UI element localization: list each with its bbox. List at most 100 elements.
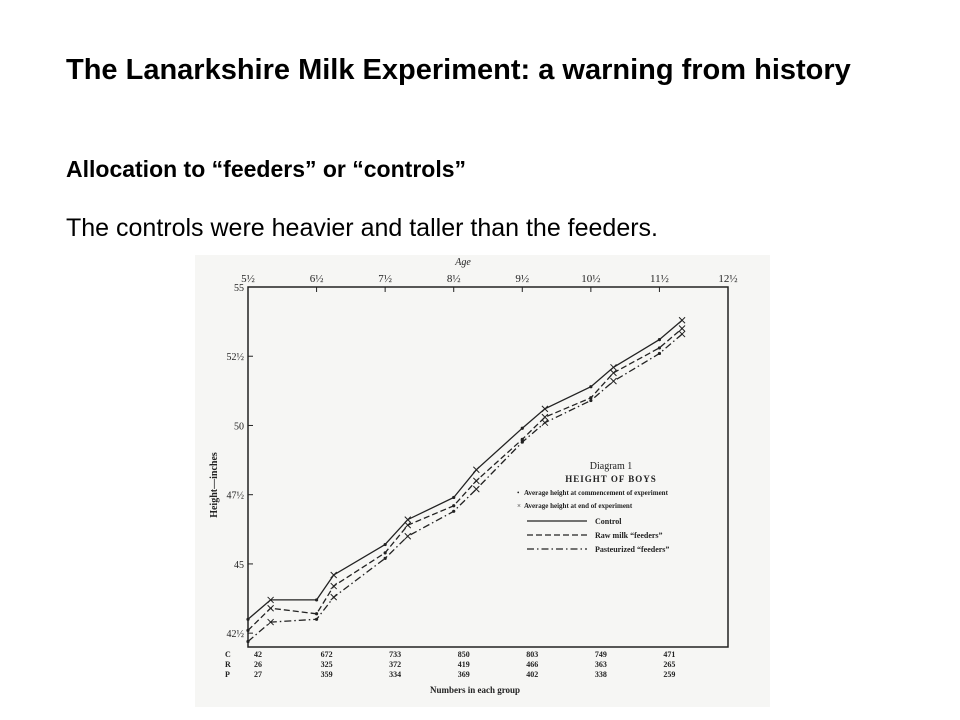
series-1-start-point-10 — [589, 396, 593, 400]
count-3-0: 850 — [458, 650, 470, 659]
series-1-end-point-7 — [472, 477, 480, 485]
y-axis-label: Height—inches — [209, 452, 220, 518]
marker-note-symbol-0: • — [517, 489, 520, 497]
series-0-end-point-13 — [678, 316, 686, 324]
series-1-start-point-8 — [520, 437, 524, 441]
age-tick-label-1: 6½ — [310, 273, 324, 285]
series-2-end-point-9 — [541, 419, 549, 427]
series-2-end-point-3 — [330, 593, 338, 601]
height-tick-label-1: 52½ — [227, 352, 245, 363]
count-1-2: 359 — [321, 670, 333, 679]
height-axis: 55 52½ 50 47½ 45 42½ — [227, 283, 253, 640]
series-2-end-point-7 — [472, 485, 480, 493]
series-0-start-point-8 — [520, 426, 524, 430]
series-layer — [246, 316, 686, 644]
count-1-1: 325 — [321, 660, 333, 669]
count-6-0: 471 — [663, 650, 675, 659]
count-3-2: 369 — [458, 670, 470, 679]
series-1-end-point-11 — [610, 369, 617, 377]
legend-keys: Control Raw milk “feeders” Pasteurized “fe… — [527, 517, 669, 554]
height-tick-label-5: 42½ — [227, 629, 245, 640]
series-line-1 — [247, 328, 683, 631]
series-line-2 — [247, 333, 683, 642]
age-tick-label-4: 9½ — [515, 273, 529, 285]
height-chart: Age 5½ 6½ 7½ 8½ 9½ 10½ 11½ 12½ 5552½5047½4542½ … — [209, 257, 738, 695]
series-0-end-point-7 — [472, 466, 480, 474]
legend-label-1: Raw milk “feeders” — [595, 531, 663, 540]
count-row-label-2: P — [225, 670, 230, 679]
slide-subtitle: Allocation to “feeders” or “controls” — [66, 156, 466, 182]
height-tick-label-2: 50 — [234, 421, 244, 432]
marker-note-1: Average height at end of experiment — [524, 502, 633, 510]
series-1-start-point-4 — [383, 551, 387, 555]
count-5-0: 749 — [595, 650, 607, 659]
age-tick-label-0: 5½ — [241, 273, 255, 285]
count-row-label-0: C — [225, 650, 231, 659]
series-2-end-point-5 — [404, 532, 412, 540]
group-counts: CRP4226276723253597333723348504193698034… — [225, 650, 675, 679]
series-1-start-point-2 — [314, 612, 319, 616]
series-2-start-point-12 — [657, 351, 662, 356]
count-row-label-1: R — [225, 660, 231, 669]
count-6-2: 259 — [663, 670, 675, 679]
series-1-end-point-9 — [541, 413, 549, 421]
series-0-end-point-3 — [330, 571, 338, 579]
age-axis: 5½ 6½ 7½ 8½ 9½ 10½ 11½ 12½ — [241, 273, 738, 292]
count-6-1: 265 — [663, 660, 675, 669]
series-0-end-point-9 — [541, 405, 549, 413]
series-line-0 — [247, 319, 683, 620]
series-2-start-point-10 — [589, 398, 593, 403]
series-0-start-point-2 — [314, 598, 319, 602]
count-1-0: 672 — [321, 650, 333, 659]
height-tick-label-3: 47½ — [227, 491, 245, 502]
series-0-start-point-12 — [657, 338, 662, 342]
series-2-start-point-6 — [452, 509, 456, 513]
count-2-2: 334 — [389, 670, 401, 679]
count-5-1: 363 — [595, 660, 607, 669]
count-4-0: 803 — [526, 650, 538, 659]
series-1-start-point-12 — [657, 346, 662, 350]
series-2-end-point-1 — [267, 618, 274, 626]
count-3-1: 419 — [458, 660, 470, 669]
count-0-1: 26 — [254, 660, 262, 669]
series-0-start-point-4 — [383, 542, 387, 547]
series-2-end-point-11 — [610, 377, 617, 385]
slide-title: The Lanarkshire Milk Experiment: a warni… — [66, 54, 851, 86]
diagram-title: Diagram 1 — [590, 461, 633, 472]
series-1-end-point-13 — [678, 325, 686, 332]
chart-legend: Diagram 1 HEIGHT OF BOYS • Average heigh… — [517, 461, 669, 554]
series-0-start-point-0 — [246, 617, 250, 621]
count-0-0: 42 — [254, 650, 262, 659]
age-tick-label-3: 8½ — [447, 273, 461, 285]
series-0-end-point-11 — [610, 363, 617, 371]
height-tick-label-4: 45 — [234, 560, 244, 571]
bottom-axis-label: Numbers in each group — [430, 685, 520, 695]
age-tick-label-7: 12½ — [718, 273, 737, 285]
slide-body-text: The controls were heavier and taller tha… — [66, 214, 659, 242]
series-2-start-point-4 — [383, 556, 387, 560]
count-2-0: 733 — [389, 650, 401, 659]
age-tick-label-5: 10½ — [581, 273, 600, 285]
count-2-1: 372 — [389, 660, 401, 669]
series-1-end-point-1 — [267, 604, 274, 612]
count-5-2: 338 — [595, 670, 607, 679]
series-2-start-point-2 — [314, 617, 319, 621]
height-of-boys-figure: Age 5½ 6½ 7½ 8½ 9½ 10½ 11½ 12½ 55 52½ 50 47½ 45 42½ … — [195, 255, 770, 707]
series-1-end-point-3 — [330, 582, 338, 590]
series-0-end-point-1 — [267, 596, 274, 604]
height-tick-label-0: 55 — [234, 283, 244, 294]
series-0-start-point-6 — [452, 495, 456, 500]
legend-label-2: Pasteurized “feeders” — [595, 545, 669, 554]
series-0-end-point-5 — [404, 516, 412, 523]
marker-note-symbol-1: × — [517, 502, 521, 510]
age-tick-label-6: 11½ — [650, 273, 669, 285]
series-1-start-point-6 — [452, 504, 456, 508]
top-axis-label: Age — [454, 257, 471, 268]
count-4-1: 466 — [526, 660, 538, 669]
series-1-start-point-0 — [246, 628, 250, 632]
diagram-subtitle: HEIGHT OF BOYS — [565, 474, 657, 484]
series-1-end-point-5 — [404, 521, 412, 529]
series-2-start-point-0 — [246, 639, 250, 644]
count-0-2: 27 — [254, 670, 262, 679]
series-2-start-point-8 — [520, 440, 524, 444]
